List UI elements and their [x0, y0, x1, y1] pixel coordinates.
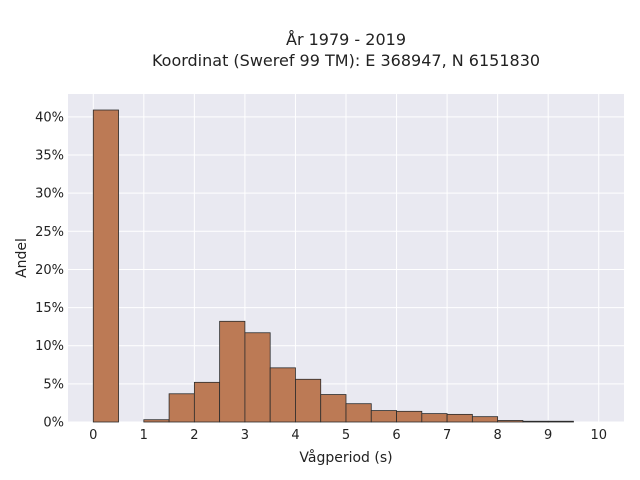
histogram-bar — [370, 410, 397, 423]
y-tick-label: 0% — [43, 416, 64, 431]
histogram-bar — [547, 420, 574, 423]
y-tick-label: 15% — [35, 301, 64, 316]
y-tick-label: 30% — [35, 187, 64, 202]
x-tick-label: 9 — [544, 428, 552, 443]
histogram-bar — [219, 320, 246, 423]
x-tick-label: 10 — [590, 428, 607, 443]
x-tick-label: 8 — [493, 428, 501, 443]
chart-title-line-2: Koordinat (Sweref 99 TM): E 368947, N 61… — [152, 51, 540, 70]
x-tick-label: 2 — [190, 428, 198, 443]
histogram-bar — [193, 381, 221, 423]
chart-title-line-1: År 1979 - 2019 — [286, 30, 406, 49]
chart-title: År 1979 - 2019 Koordinat (Sweref 99 TM):… — [152, 30, 540, 70]
y-axis-label: Andel — [14, 238, 30, 278]
x-axis-ticks: 0 1 2 3 4 5 6 7 8 9 10 — [89, 428, 607, 443]
histogram-bar — [497, 420, 524, 423]
x-axis-label: Vågperiod (s) — [299, 449, 392, 466]
x-tick-label: 1 — [140, 428, 148, 443]
histogram-bar — [446, 413, 473, 423]
histogram-bar — [295, 378, 322, 423]
x-tick-label: 5 — [342, 428, 350, 443]
grid-lines — [68, 94, 624, 423]
x-tick-label: 0 — [89, 428, 97, 443]
y-tick-label: 25% — [35, 225, 64, 240]
histogram-bar — [320, 394, 347, 423]
y-tick-label: 40% — [35, 110, 64, 125]
y-tick-label: 35% — [35, 149, 64, 164]
histogram-bar — [522, 420, 549, 423]
histogram-bar — [143, 419, 170, 423]
histogram-bar — [92, 109, 119, 423]
histogram-bar — [345, 403, 372, 423]
histogram-bar — [421, 413, 448, 423]
histogram-bar — [471, 416, 499, 423]
x-tick-label: 6 — [392, 428, 400, 443]
y-tick-label: 10% — [35, 339, 64, 354]
histogram-bar — [168, 393, 195, 423]
histogram-bar — [396, 410, 423, 423]
histogram-bars — [92, 109, 574, 423]
histogram-bar — [269, 367, 296, 423]
y-tick-label: 5% — [43, 377, 64, 392]
x-tick-label: 7 — [443, 428, 451, 443]
histogram-bar — [244, 332, 271, 423]
x-tick-label: 3 — [241, 428, 249, 443]
x-tick-label: 4 — [291, 428, 299, 443]
y-axis-ticks: 0% 5% 10% 15% 20% 25% 30% 35% 40% — [35, 110, 64, 430]
y-tick-label: 20% — [35, 263, 64, 278]
